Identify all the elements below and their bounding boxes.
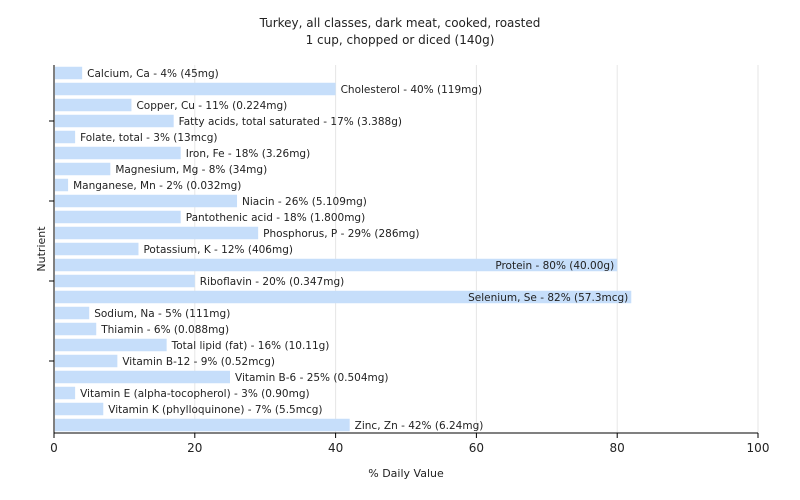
chart-subtitle: 1 cup, chopped or diced (140g)	[306, 33, 495, 47]
bar	[55, 194, 238, 208]
bar-label: Protein - 80% (40.00g)	[495, 260, 614, 272]
bar	[55, 178, 69, 192]
x-tick-label: 100	[747, 441, 770, 455]
bar-label: Phosphorus, P - 29% (286mg)	[263, 228, 419, 240]
bar-label: Total lipid (fat) - 16% (10.11g)	[171, 340, 330, 352]
bar	[55, 66, 83, 80]
bar	[55, 146, 181, 160]
bars: Calcium, Ca - 4% (45mg) Cholesterol - 40%…	[55, 66, 632, 432]
axes: 0 20 40 60 80 100	[49, 65, 769, 455]
bar-label: Vitamin B-12 - 9% (0.52mcg)	[122, 356, 275, 368]
bar-label: Selenium, Se - 82% (57.3mcg)	[468, 292, 628, 304]
x-tick-label: 80	[610, 441, 625, 455]
bar	[55, 306, 90, 320]
bar	[55, 402, 104, 416]
bar-label: Sodium, Na - 5% (111mg)	[94, 308, 230, 320]
bar	[55, 386, 76, 400]
bar-label: Zinc, Zn - 42% (6.24mg)	[355, 420, 484, 432]
bar-label: Copper, Cu - 11% (0.224mg)	[136, 100, 287, 112]
bar-label: Pantothenic acid - 18% (1.800mg)	[186, 212, 365, 224]
bar-label: Potassium, K - 12% (406mg)	[143, 244, 293, 256]
bar	[55, 290, 632, 304]
bar-label: Iron, Fe - 18% (3.26mg)	[186, 148, 310, 160]
bar	[55, 338, 167, 352]
bar-label: Niacin - 26% (5.109mg)	[242, 196, 367, 208]
bar	[55, 242, 139, 256]
bar	[55, 322, 97, 336]
bar	[55, 418, 350, 432]
bar	[55, 98, 132, 112]
bar	[55, 210, 181, 224]
bar-label: Magnesium, Mg - 8% (34mg)	[115, 164, 267, 176]
bar	[55, 370, 230, 384]
bar-label: Vitamin E (alpha-tocopherol) - 3% (0.90m…	[80, 388, 310, 400]
bar-label: Calcium, Ca - 4% (45mg)	[87, 68, 219, 80]
bar-label: Manganese, Mn - 2% (0.032mg)	[73, 180, 241, 192]
chart-title: Turkey, all classes, dark meat, cooked, …	[259, 16, 541, 30]
bar	[55, 258, 618, 272]
bar-label: Cholesterol - 40% (119mg)	[341, 84, 483, 96]
bar-label: Vitamin B-6 - 25% (0.504mg)	[235, 372, 389, 384]
bar	[55, 162, 111, 176]
bar	[55, 354, 118, 368]
x-tick-label: 20	[187, 441, 202, 455]
bar	[55, 114, 174, 128]
bar	[55, 82, 336, 96]
bar-label: Fatty acids, total saturated - 17% (3.38…	[179, 116, 402, 128]
bar-label: Riboflavin - 20% (0.347mg)	[200, 276, 344, 288]
bar	[55, 130, 76, 144]
x-tick-label: 60	[469, 441, 484, 455]
x-tick-label: 40	[328, 441, 343, 455]
y-axis-label: Nutrient	[35, 226, 48, 272]
bar-label: Folate, total - 3% (13mcg)	[80, 132, 217, 144]
bar	[55, 274, 195, 288]
bar	[55, 226, 259, 240]
bar-label: Vitamin K (phylloquinone) - 7% (5.5mcg)	[108, 404, 322, 416]
x-tick-label: 0	[50, 441, 58, 455]
bar-label: Thiamin - 6% (0.088mg)	[100, 324, 229, 336]
x-axis-label: % Daily Value	[368, 467, 444, 480]
